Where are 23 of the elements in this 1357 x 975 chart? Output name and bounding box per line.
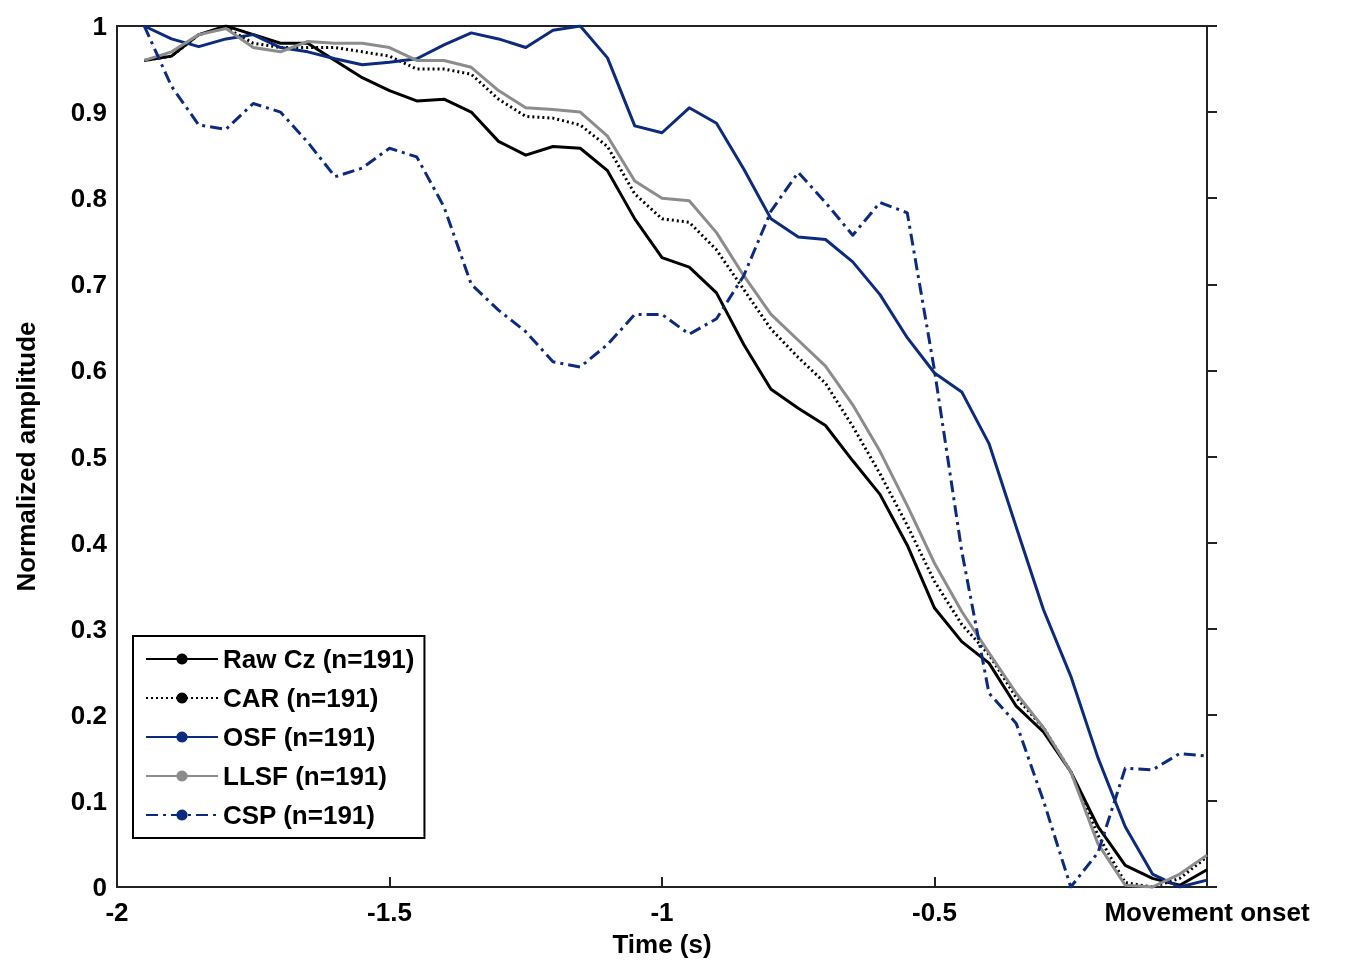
legend-label: CAR (n=191): [223, 683, 379, 713]
legend-label: CSP (n=191): [223, 800, 375, 830]
y-tick-label: 0.7: [70, 269, 107, 300]
y-tick-label: 0.6: [70, 355, 107, 386]
y-tick-label: 1: [92, 11, 107, 41]
x-axis-title: Time (s): [612, 929, 712, 959]
y-axis-title: Normalized amplitude: [11, 321, 41, 592]
y-tick-label: 0.9: [70, 97, 107, 128]
legend-label: LLSF (n=191): [223, 761, 387, 791]
y-tick-label: 0: [92, 872, 107, 902]
y-tick-label: 0.3: [70, 613, 107, 644]
y-tick-label: 0.8: [70, 183, 107, 214]
x-tick-label: -1.5: [367, 897, 412, 927]
y-tick-label: 0.5: [70, 441, 107, 472]
y-tick-label: 0.4: [70, 527, 108, 558]
x-tick-label: Movement onset: [1104, 897, 1310, 927]
x-tick-label: -1: [650, 897, 674, 927]
x-tick-label: -2: [105, 897, 129, 927]
legend-label: OSF (n=191): [223, 722, 376, 752]
legend-label: Raw Cz (n=191): [223, 644, 415, 674]
y-tick-label: 0.1: [70, 785, 107, 816]
y-tick-label: 0.2: [70, 699, 107, 730]
x-tick-label: -0.5: [912, 897, 957, 927]
